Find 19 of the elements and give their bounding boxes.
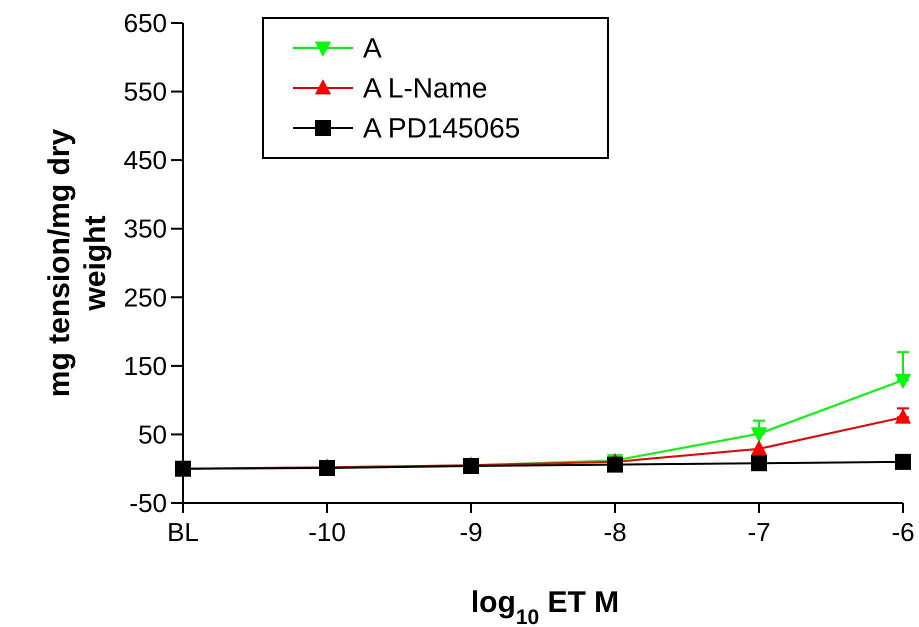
x-tick-label: -8 <box>603 517 627 547</box>
y-tick-label: 150 <box>124 350 167 381</box>
x-axis-title: log$_{10}$ ET M <box>470 586 620 627</box>
legend-label: A L-Name <box>363 72 488 104</box>
x-tick-label: -6 <box>891 517 915 547</box>
y-tick-label: 650 <box>124 8 167 38</box>
y-tick-label: 550 <box>124 76 167 107</box>
y-tick-label: -50 <box>129 488 167 518</box>
y-tick-label: 450 <box>124 145 167 176</box>
legend-label: A PD145065 <box>363 112 520 144</box>
x-tick-label: -10 <box>308 517 346 547</box>
y-tick-label: 250 <box>124 282 167 312</box>
y-axis-title: mg tension/mg dry weight <box>42 128 113 400</box>
x-tick-label: -9 <box>459 517 483 547</box>
x-tick-label: BL <box>167 517 199 547</box>
y-tick-label: 350 <box>124 214 167 244</box>
x-tick-label: -7 <box>747 517 771 547</box>
legend-label: A <box>363 32 382 64</box>
y-tick-label: 50 <box>138 419 167 450</box>
